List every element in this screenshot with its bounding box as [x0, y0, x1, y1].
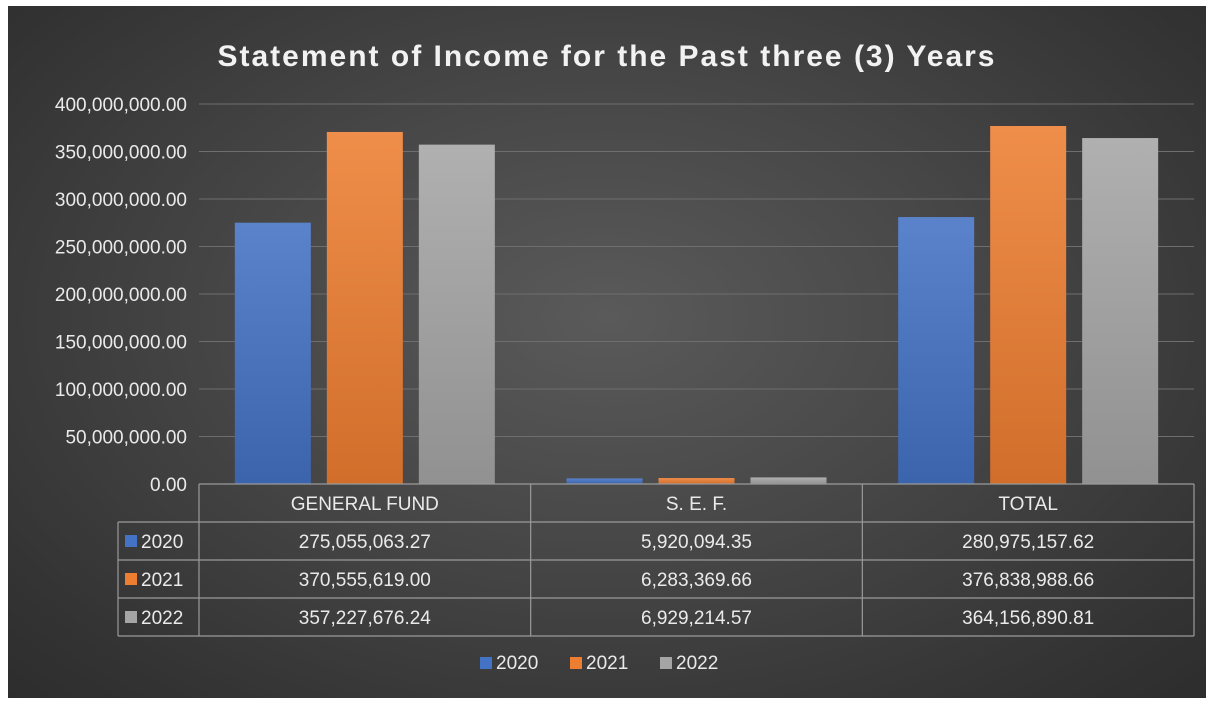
- table-legend-key: [125, 535, 137, 547]
- legend-label: 2020: [496, 653, 538, 674]
- bar-2020: [234, 222, 311, 484]
- table-legend-key: [125, 611, 137, 623]
- legend-swatch: [480, 657, 492, 669]
- table-value: 5,920,094.35: [641, 532, 752, 553]
- category-label: GENERAL FUND: [291, 494, 439, 515]
- bar-2021: [990, 126, 1067, 484]
- data-table: GENERAL FUND S. E. F. TOTAL 2020 275,055,063…: [117, 483, 1195, 637]
- table-value: 275,055,063.27: [299, 532, 431, 553]
- table-value: 6,283,369.66: [641, 570, 752, 591]
- y-axis-tick-labels: 0.00 50,000,000.00 100,000,000.00 150,000,0…: [55, 95, 187, 496]
- y-tick-label: 250,000,000.00: [55, 238, 187, 259]
- bar-2022: [1082, 138, 1159, 484]
- bar-2021: [326, 131, 403, 484]
- table-series-name: 2021: [141, 570, 183, 591]
- table-value: 376,838,988.66: [962, 570, 1094, 591]
- chart-title: Statement of Income for the Past three (…: [217, 40, 997, 73]
- legend-label: 2022: [676, 653, 718, 674]
- bar-2021: [658, 478, 735, 484]
- chart-area: Statement of Income for the Past three (…: [8, 6, 1206, 698]
- legend: 2020 2021 2022: [480, 653, 718, 674]
- bars: [234, 126, 1159, 484]
- y-tick-label: 0.00: [150, 475, 187, 496]
- table-series-name: 2022: [141, 608, 183, 629]
- y-tick-label: 300,000,000.00: [55, 190, 187, 211]
- y-tick-label: 400,000,000.00: [55, 95, 187, 116]
- category-label: TOTAL: [998, 494, 1057, 515]
- y-tick-label: 50,000,000.00: [65, 428, 187, 449]
- bar-2022: [750, 477, 827, 484]
- category-label: S. E. F.: [666, 494, 727, 515]
- table-value: 280,975,157.62: [962, 532, 1094, 553]
- legend-swatch: [570, 657, 582, 669]
- legend-label: 2021: [586, 653, 628, 674]
- legend-swatch: [660, 657, 672, 669]
- bar-chart: 0.00 50,000,000.00 100,000,000.00 150,000,0…: [55, 95, 1195, 674]
- table-value: 364,156,890.81: [962, 608, 1094, 629]
- table-value: 370,555,619.00: [299, 570, 431, 591]
- y-tick-label: 100,000,000.00: [55, 380, 187, 401]
- y-tick-label: 350,000,000.00: [55, 143, 187, 164]
- table-series-name: 2020: [141, 532, 183, 553]
- table-value: 357,227,676.24: [299, 608, 432, 629]
- bar-2020: [898, 217, 975, 484]
- table-legend-key: [125, 573, 137, 585]
- y-tick-label: 150,000,000.00: [55, 333, 187, 354]
- bar-2020: [566, 478, 643, 484]
- table-value: 6,929,214.57: [641, 608, 752, 629]
- y-tick-label: 200,000,000.00: [55, 285, 187, 306]
- bar-2022: [418, 144, 495, 484]
